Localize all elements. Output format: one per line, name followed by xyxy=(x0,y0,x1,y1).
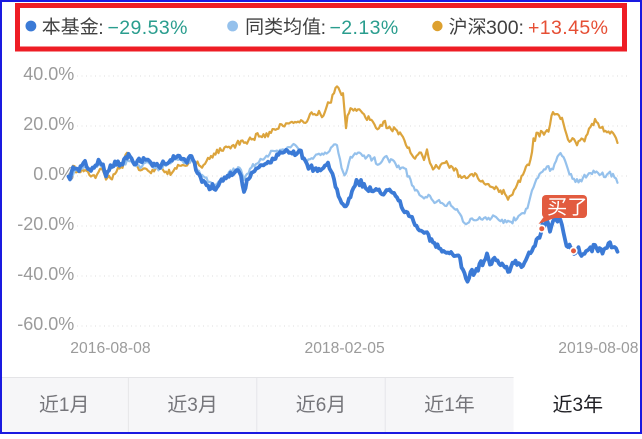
svg-text:-40.0%: -40.0% xyxy=(17,264,74,284)
svg-text:3: 3 xyxy=(187,395,198,416)
svg-text:300:: 300: xyxy=(486,17,524,39)
svg-text::: : xyxy=(98,17,103,39)
svg-text:−29.53%: −29.53% xyxy=(108,17,188,39)
svg-text:3: 3 xyxy=(573,395,584,416)
svg-text:20.0%: 20.0% xyxy=(23,114,74,134)
svg-text:2016-08-08: 2016-08-08 xyxy=(70,340,151,357)
svg-text:-60.0%: -60.0% xyxy=(17,314,74,334)
svg-text:2018-02-05: 2018-02-05 xyxy=(304,340,385,357)
svg-text:0.0%: 0.0% xyxy=(33,164,74,184)
svg-text:1: 1 xyxy=(444,395,455,416)
svg-text:40.0%: 40.0% xyxy=(23,64,74,84)
svg-text:6: 6 xyxy=(316,395,327,416)
svg-text:-20.0%: -20.0% xyxy=(17,214,74,234)
svg-text:+13.45%: +13.45% xyxy=(528,17,608,39)
svg-text:−2.13%: −2.13% xyxy=(330,17,399,39)
svg-text::: : xyxy=(321,17,326,39)
svg-text:2019-08-08: 2019-08-08 xyxy=(558,340,639,357)
svg-text:1: 1 xyxy=(59,395,70,416)
